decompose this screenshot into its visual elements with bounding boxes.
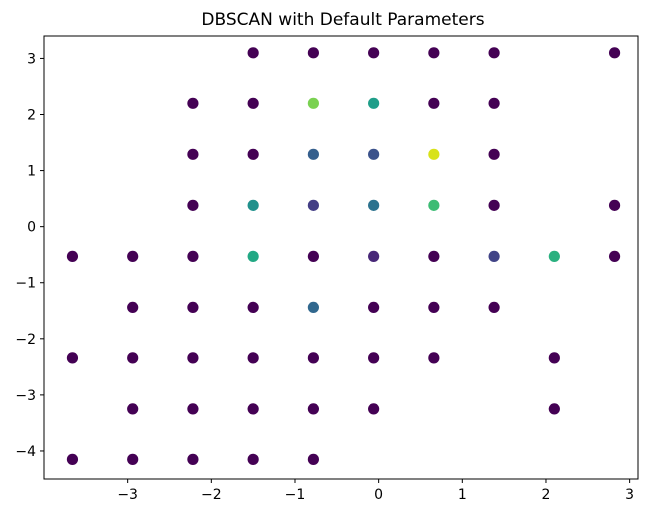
data-point <box>548 403 560 415</box>
data-point <box>307 148 319 160</box>
y-tick-label: 0 <box>27 220 36 236</box>
data-point <box>608 47 621 59</box>
data-point <box>428 352 440 364</box>
data-point <box>187 403 199 415</box>
data-point <box>247 301 259 314</box>
data-point <box>548 250 560 262</box>
data-point <box>127 301 139 314</box>
x-tick-label: −1 <box>285 487 306 503</box>
data-point <box>488 47 500 59</box>
data-point <box>127 403 139 415</box>
data-point <box>368 403 380 415</box>
data-point <box>247 453 259 465</box>
data-point <box>428 301 440 314</box>
data-point <box>127 250 139 262</box>
x-tick-label: 1 <box>458 487 467 503</box>
data-point <box>428 250 440 262</box>
data-point <box>187 97 199 109</box>
data-point <box>428 148 440 160</box>
x-tick-label: 2 <box>542 487 551 503</box>
data-point <box>247 97 259 109</box>
data-point <box>247 250 259 262</box>
data-point <box>66 352 79 364</box>
data-point <box>187 301 199 314</box>
data-point <box>187 148 199 160</box>
y-tick-label: 3 <box>27 51 36 67</box>
data-point <box>127 352 139 364</box>
data-point <box>608 250 621 262</box>
data-point <box>307 403 319 415</box>
x-tick-label: 3 <box>625 487 634 503</box>
data-point <box>307 250 319 262</box>
axes: −3 −2 −1 0 1 2 3 −4 −3 −2 −1 0 1 2 3 <box>15 51 634 503</box>
data-point <box>307 453 319 465</box>
data-point <box>368 97 380 109</box>
data-point <box>488 199 500 211</box>
y-tick-label: −1 <box>15 276 36 292</box>
data-point <box>307 199 319 211</box>
data-point <box>368 250 380 262</box>
data-point <box>247 199 259 211</box>
data-point <box>66 250 79 262</box>
data-point <box>307 97 319 109</box>
data-point <box>488 97 500 109</box>
data-point <box>488 301 500 314</box>
data-point <box>66 453 79 465</box>
x-tick-label: −3 <box>117 487 138 503</box>
data-point <box>307 352 319 364</box>
data-point <box>307 47 319 59</box>
data-point <box>488 148 500 160</box>
data-point <box>127 453 139 465</box>
data-point <box>247 148 259 160</box>
data-point <box>608 199 621 211</box>
data-point <box>247 403 259 415</box>
data-point <box>428 97 440 109</box>
plot-area <box>43 35 639 480</box>
x-tick-label: −2 <box>201 487 222 503</box>
y-tick-label: −4 <box>15 444 36 460</box>
data-point <box>307 301 319 314</box>
data-point <box>548 352 560 364</box>
data-point <box>187 250 199 262</box>
y-tick-label: 1 <box>27 164 36 180</box>
y-tick-label: 2 <box>27 108 36 124</box>
data-point <box>368 301 380 314</box>
data-point <box>368 199 380 211</box>
data-point <box>428 199 440 211</box>
data-point <box>368 352 380 364</box>
data-point <box>247 47 259 59</box>
data-point <box>428 47 440 59</box>
data-point <box>368 47 380 59</box>
data-point <box>187 352 199 364</box>
data-point <box>187 199 199 211</box>
y-tick-label: −3 <box>15 388 36 404</box>
x-tick-label: 0 <box>374 487 383 503</box>
plot-frame <box>43 35 639 480</box>
y-tick-label: −2 <box>15 332 36 348</box>
data-point <box>187 453 199 465</box>
chart-title: DBSCAN with Default Parameters <box>201 10 484 30</box>
data-points <box>66 47 621 465</box>
data-point <box>488 250 500 262</box>
data-point <box>247 352 259 364</box>
data-point <box>368 148 380 160</box>
